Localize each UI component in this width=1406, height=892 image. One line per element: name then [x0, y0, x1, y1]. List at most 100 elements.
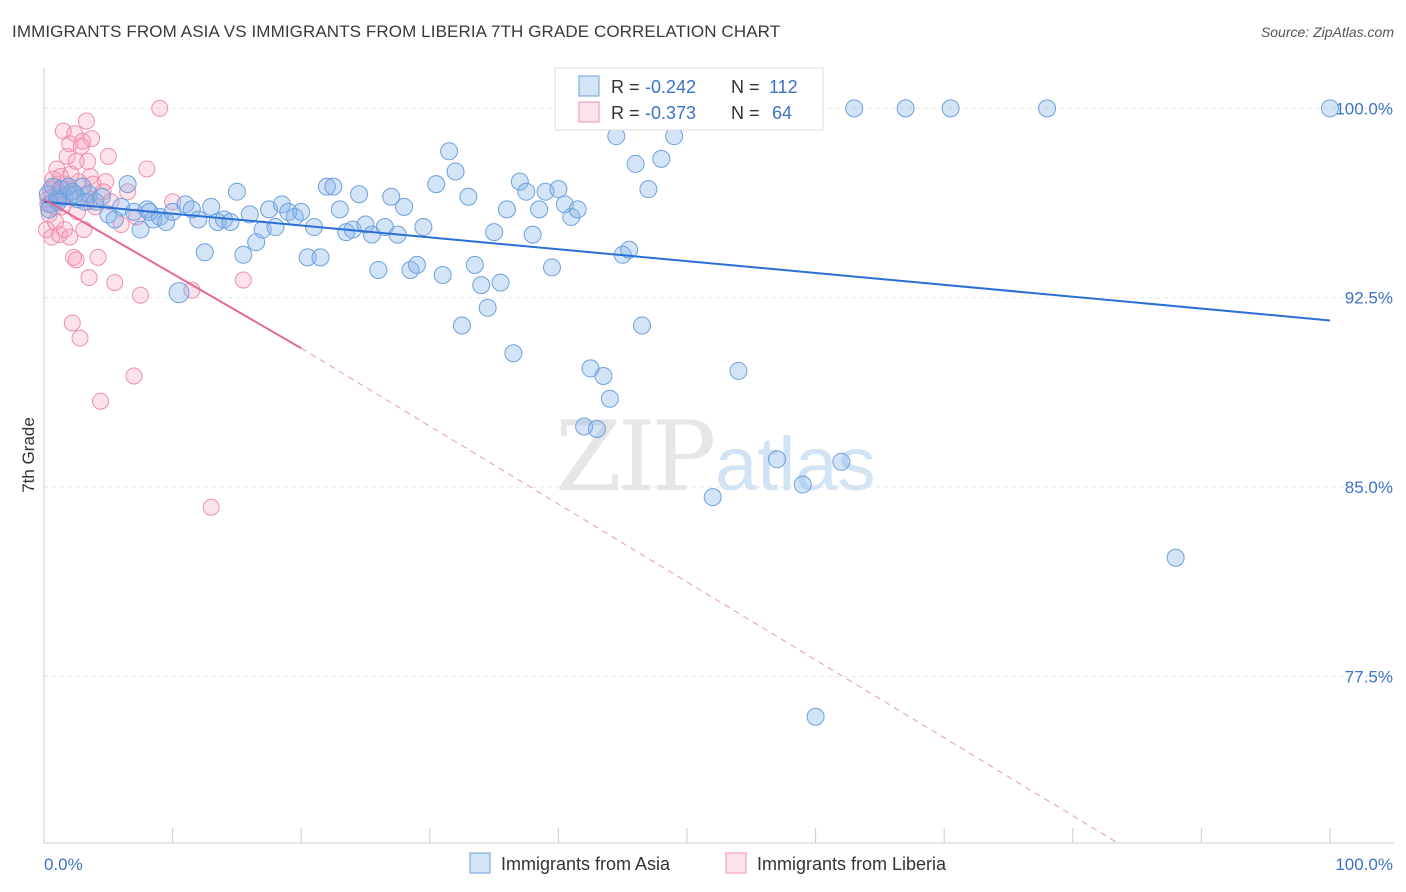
y-tick-label: 77.5% — [1345, 667, 1393, 686]
stats-legend-r-value: -0.242 — [645, 77, 696, 97]
data-point-asia — [317, 177, 336, 196]
data-point-asia — [234, 245, 253, 264]
data-point-liberia — [67, 251, 85, 269]
x-ticks — [43, 828, 1331, 843]
data-point-liberia — [92, 392, 110, 410]
legend-swatch-asia[interactable] — [469, 852, 491, 874]
legend-label-asia[interactable]: Immigrants from Asia — [501, 854, 671, 874]
data-point-asia — [202, 197, 221, 216]
data-point-asia — [941, 99, 960, 118]
data-point-asia — [530, 200, 549, 219]
stats-legend-n-label: N = — [731, 103, 760, 123]
data-point-liberia — [151, 99, 169, 117]
source-label: Source: ZipAtlas.com — [1260, 24, 1394, 40]
data-point-asia — [266, 218, 285, 237]
data-point-asia — [330, 200, 349, 219]
data-point-asia — [118, 175, 137, 194]
data-point-liberia — [202, 498, 220, 516]
watermark: ZIP atlas — [555, 401, 876, 513]
data-point-asia — [632, 316, 651, 335]
data-point-asia — [768, 450, 787, 469]
data-point-asia — [832, 452, 851, 471]
data-point-asia — [168, 282, 190, 304]
data-point-liberia — [138, 160, 156, 178]
trend-line-liberia-extrapolated — [300, 347, 1119, 844]
data-point-asia — [433, 266, 452, 285]
data-point-asia — [703, 488, 722, 507]
data-point-asia — [189, 210, 208, 229]
data-point-asia — [568, 200, 587, 219]
stats-legend-swatch-liberia — [578, 101, 600, 123]
data-point-asia — [73, 177, 92, 196]
data-point-asia — [472, 276, 491, 295]
data-point-asia — [92, 187, 111, 206]
legend-swatch-liberia[interactable] — [725, 852, 747, 874]
data-point-asia — [1166, 548, 1185, 567]
data-point-asia — [182, 200, 201, 219]
data-point-liberia — [67, 152, 85, 170]
gridlines — [44, 107, 1394, 677]
data-point-asia — [549, 180, 568, 199]
data-point-asia — [459, 187, 478, 206]
data-point-liberia — [75, 221, 93, 239]
data-point-asia — [1038, 99, 1057, 118]
data-point-liberia — [58, 147, 76, 165]
data-point-liberia — [89, 248, 107, 266]
legend-label-liberia[interactable]: Immigrants from Liberia — [757, 854, 947, 874]
data-point-asia — [414, 218, 433, 237]
stats-legend-r-value: -0.373 — [645, 103, 696, 123]
data-point-asia — [407, 255, 426, 274]
data-point-asia — [382, 187, 401, 206]
data-point-asia — [478, 298, 497, 317]
data-point-asia — [76, 192, 95, 211]
data-point-asia — [452, 316, 471, 335]
data-point-asia — [131, 220, 150, 239]
stats-legend: R = -0.242 N = 112 R = -0.373 N = 64 — [554, 67, 824, 131]
stats-legend-box — [554, 67, 824, 131]
data-point-asia — [562, 207, 581, 226]
stats-legend-r-label: R = — [611, 103, 640, 123]
data-point-liberia — [77, 112, 95, 130]
data-point-liberia — [79, 152, 97, 170]
data-point-asia — [639, 180, 658, 199]
y-tick-label: 92.5% — [1345, 289, 1393, 308]
data-point-liberia — [80, 269, 98, 287]
data-point-liberia — [234, 271, 252, 289]
data-point-asia — [221, 212, 240, 231]
data-point-asia — [594, 366, 613, 385]
data-point-liberia — [106, 274, 124, 292]
series-liberia — [38, 99, 252, 516]
trend-line-asia — [43, 200, 1331, 322]
data-point-liberia — [65, 248, 83, 266]
data-point-asia — [465, 255, 484, 274]
trend-lines — [43, 198, 1331, 844]
data-point-asia — [272, 195, 291, 214]
data-point-asia — [356, 215, 375, 234]
data-point-asia — [504, 344, 523, 363]
data-point-asia — [510, 172, 529, 191]
data-point-asia — [729, 361, 748, 380]
data-point-asia — [542, 258, 561, 277]
data-point-asia — [626, 154, 645, 173]
data-point-liberia — [99, 147, 117, 165]
trend-line-liberia — [43, 198, 302, 350]
data-point-asia — [292, 202, 311, 221]
data-point-asia — [311, 248, 330, 267]
data-point-liberia — [119, 183, 137, 201]
stats-legend-n-label: N = — [731, 77, 760, 97]
data-point-asia — [440, 142, 459, 161]
data-point-asia — [227, 182, 246, 201]
data-point-asia — [195, 243, 214, 262]
series-legend: Immigrants from Asia Immigrants from Lib… — [469, 852, 947, 874]
data-point-asia — [427, 175, 446, 194]
data-point-liberia — [125, 367, 143, 385]
data-point-asia — [517, 182, 536, 201]
watermark-zip: ZIP — [555, 401, 714, 513]
data-point-liberia — [97, 173, 115, 191]
data-point-asia — [65, 185, 84, 204]
data-point-liberia — [131, 286, 149, 304]
stats-legend-n-value: 64 — [772, 103, 792, 123]
y-axis-title: 7th Grade — [19, 417, 38, 493]
data-point-asia — [523, 225, 542, 244]
